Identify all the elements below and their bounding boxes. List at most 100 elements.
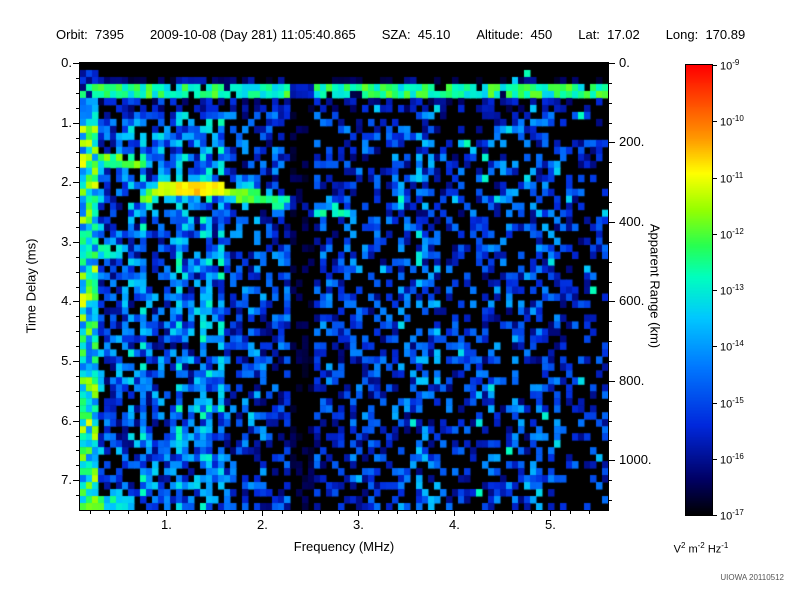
y-axis-tick (73, 182, 79, 184)
range-axis-tick-label: 800. (619, 372, 645, 388)
range-axis-tick (609, 221, 615, 223)
x-axis-minor-tick (473, 511, 475, 514)
range-axis-minor-tick (609, 182, 612, 184)
x-axis-minor-tick (204, 511, 206, 514)
y-axis-minor-tick (76, 107, 79, 109)
colorbar-canvas (686, 65, 712, 515)
y-axis-tick (73, 122, 79, 124)
range-axis-tick (609, 380, 615, 382)
y-axis-minor-tick (76, 77, 79, 79)
range-axis-minor-tick (609, 281, 612, 283)
range-axis-minor-tick (609, 162, 612, 164)
colorbar-tick-label: 10-11 (720, 170, 744, 186)
range-axis-minor-tick (609, 202, 612, 204)
x-axis-minor-tick (416, 511, 417, 514)
y-axis-tick-label: 7. (61, 472, 72, 488)
y-axis-label-left: Time Delay (ms) (23, 238, 39, 334)
header-field: SZA: 45.10 (381, 27, 451, 42)
x-axis-minor-tick (108, 511, 110, 514)
range-axis-minor-tick (609, 480, 612, 482)
y-axis-tick-label: 3. (61, 233, 72, 249)
x-axis-minor-tick (243, 511, 245, 514)
header-field: Lat: 17.02 (578, 27, 640, 42)
y-axis-minor-tick (76, 256, 79, 258)
x-axis-minor-tick (377, 511, 379, 514)
x-axis-tick-label: 2. (256, 517, 268, 532)
range-axis-minor-tick (609, 400, 612, 402)
range-axis-tick-label: 400. (619, 213, 645, 229)
range-axis-minor-tick (609, 341, 612, 343)
range-axis-tick-label: 0. (619, 55, 630, 70)
y-axis-minor-tick (76, 450, 79, 452)
x-axis-minor-tick (492, 511, 494, 514)
colorbar-tick (713, 515, 717, 516)
range-axis-tick (609, 460, 615, 462)
x-axis-label: Frequency (MHz) (293, 539, 395, 554)
x-axis-minor-tick (588, 511, 590, 514)
spectrogram-plot (79, 62, 609, 511)
spectrogram-canvas (80, 63, 608, 510)
colorbar-tick (713, 458, 717, 460)
colorbar-tick-label: 10-13 (720, 283, 744, 298)
x-axis-minor-tick (320, 511, 321, 514)
colorbar-tick (713, 177, 717, 179)
x-axis-tick (166, 511, 168, 516)
x-axis-minor-tick (147, 511, 149, 514)
colorbar-tick-label: 10-12 (720, 226, 744, 242)
x-axis-minor-tick (569, 511, 571, 514)
y-axis-minor-tick (76, 92, 79, 94)
y-axis-tick (73, 420, 79, 422)
x-axis-minor-tick (512, 511, 513, 514)
range-axis-tick-label: 600. (619, 293, 645, 309)
colorbar-tick (713, 233, 717, 235)
range-axis-minor-tick (609, 420, 612, 422)
x-axis-minor-tick (128, 511, 129, 514)
colorbar-tick-label: 10-10 (720, 114, 744, 129)
x-axis-tick-label: 4. (448, 517, 460, 532)
range-axis-minor-tick (609, 102, 612, 104)
y-axis-tick-label: 6. (61, 412, 72, 428)
range-axis-minor-tick (609, 321, 612, 323)
range-axis-minor-tick (609, 241, 612, 243)
colorbar-tick-label: 10-17 (720, 508, 744, 523)
x-axis-tick (550, 511, 552, 516)
x-axis-minor-tick (300, 511, 302, 514)
y-axis-tick-label: 0. (61, 55, 72, 70)
header-field: Orbit: 7395 (56, 27, 124, 42)
x-axis-tick (454, 511, 456, 516)
x-axis-minor-tick (281, 511, 283, 514)
x-axis-tick-label: 3. (352, 517, 364, 532)
colorbar-tick-label: 10-16 (720, 451, 744, 467)
y-axis-minor-tick (76, 152, 79, 154)
y-axis-label-right: Apparent Range (km) (647, 223, 663, 349)
x-axis-tick (262, 511, 264, 516)
colorbar (685, 64, 713, 516)
y-axis-minor-tick (76, 316, 79, 318)
range-axis-minor-tick (609, 261, 612, 263)
x-axis-minor-tick (185, 511, 187, 514)
colorbar-tick (713, 402, 717, 404)
y-axis-tick (73, 361, 79, 362)
y-axis-minor-tick (76, 495, 79, 497)
colorbar-tick (713, 65, 717, 66)
y-axis-tick-label: 4. (61, 293, 72, 309)
y-axis-minor-tick (76, 137, 79, 139)
y-axis-minor-tick (76, 167, 79, 169)
y-axis-minor-tick (76, 331, 79, 333)
x-axis-minor-tick (396, 511, 398, 514)
y-axis-minor-tick (76, 405, 79, 407)
range-axis-tick (609, 301, 615, 303)
y-axis-tick-label: 1. (61, 114, 72, 130)
y-axis-minor-tick (76, 286, 79, 288)
header-field: Altitude: 450 (476, 27, 553, 42)
range-axis-tick-label: 1000. (619, 452, 652, 468)
range-axis-minor-tick (609, 122, 612, 124)
range-axis-minor-tick (609, 82, 612, 84)
y-axis-minor-tick (76, 465, 79, 467)
colorbar-tick-label: 10-9 (720, 58, 740, 73)
x-axis-minor-tick (224, 511, 225, 514)
colorbar-tick-label: 10-14 (720, 339, 744, 354)
y-axis-tick (73, 241, 79, 243)
range-axis-minor-tick (609, 500, 612, 502)
